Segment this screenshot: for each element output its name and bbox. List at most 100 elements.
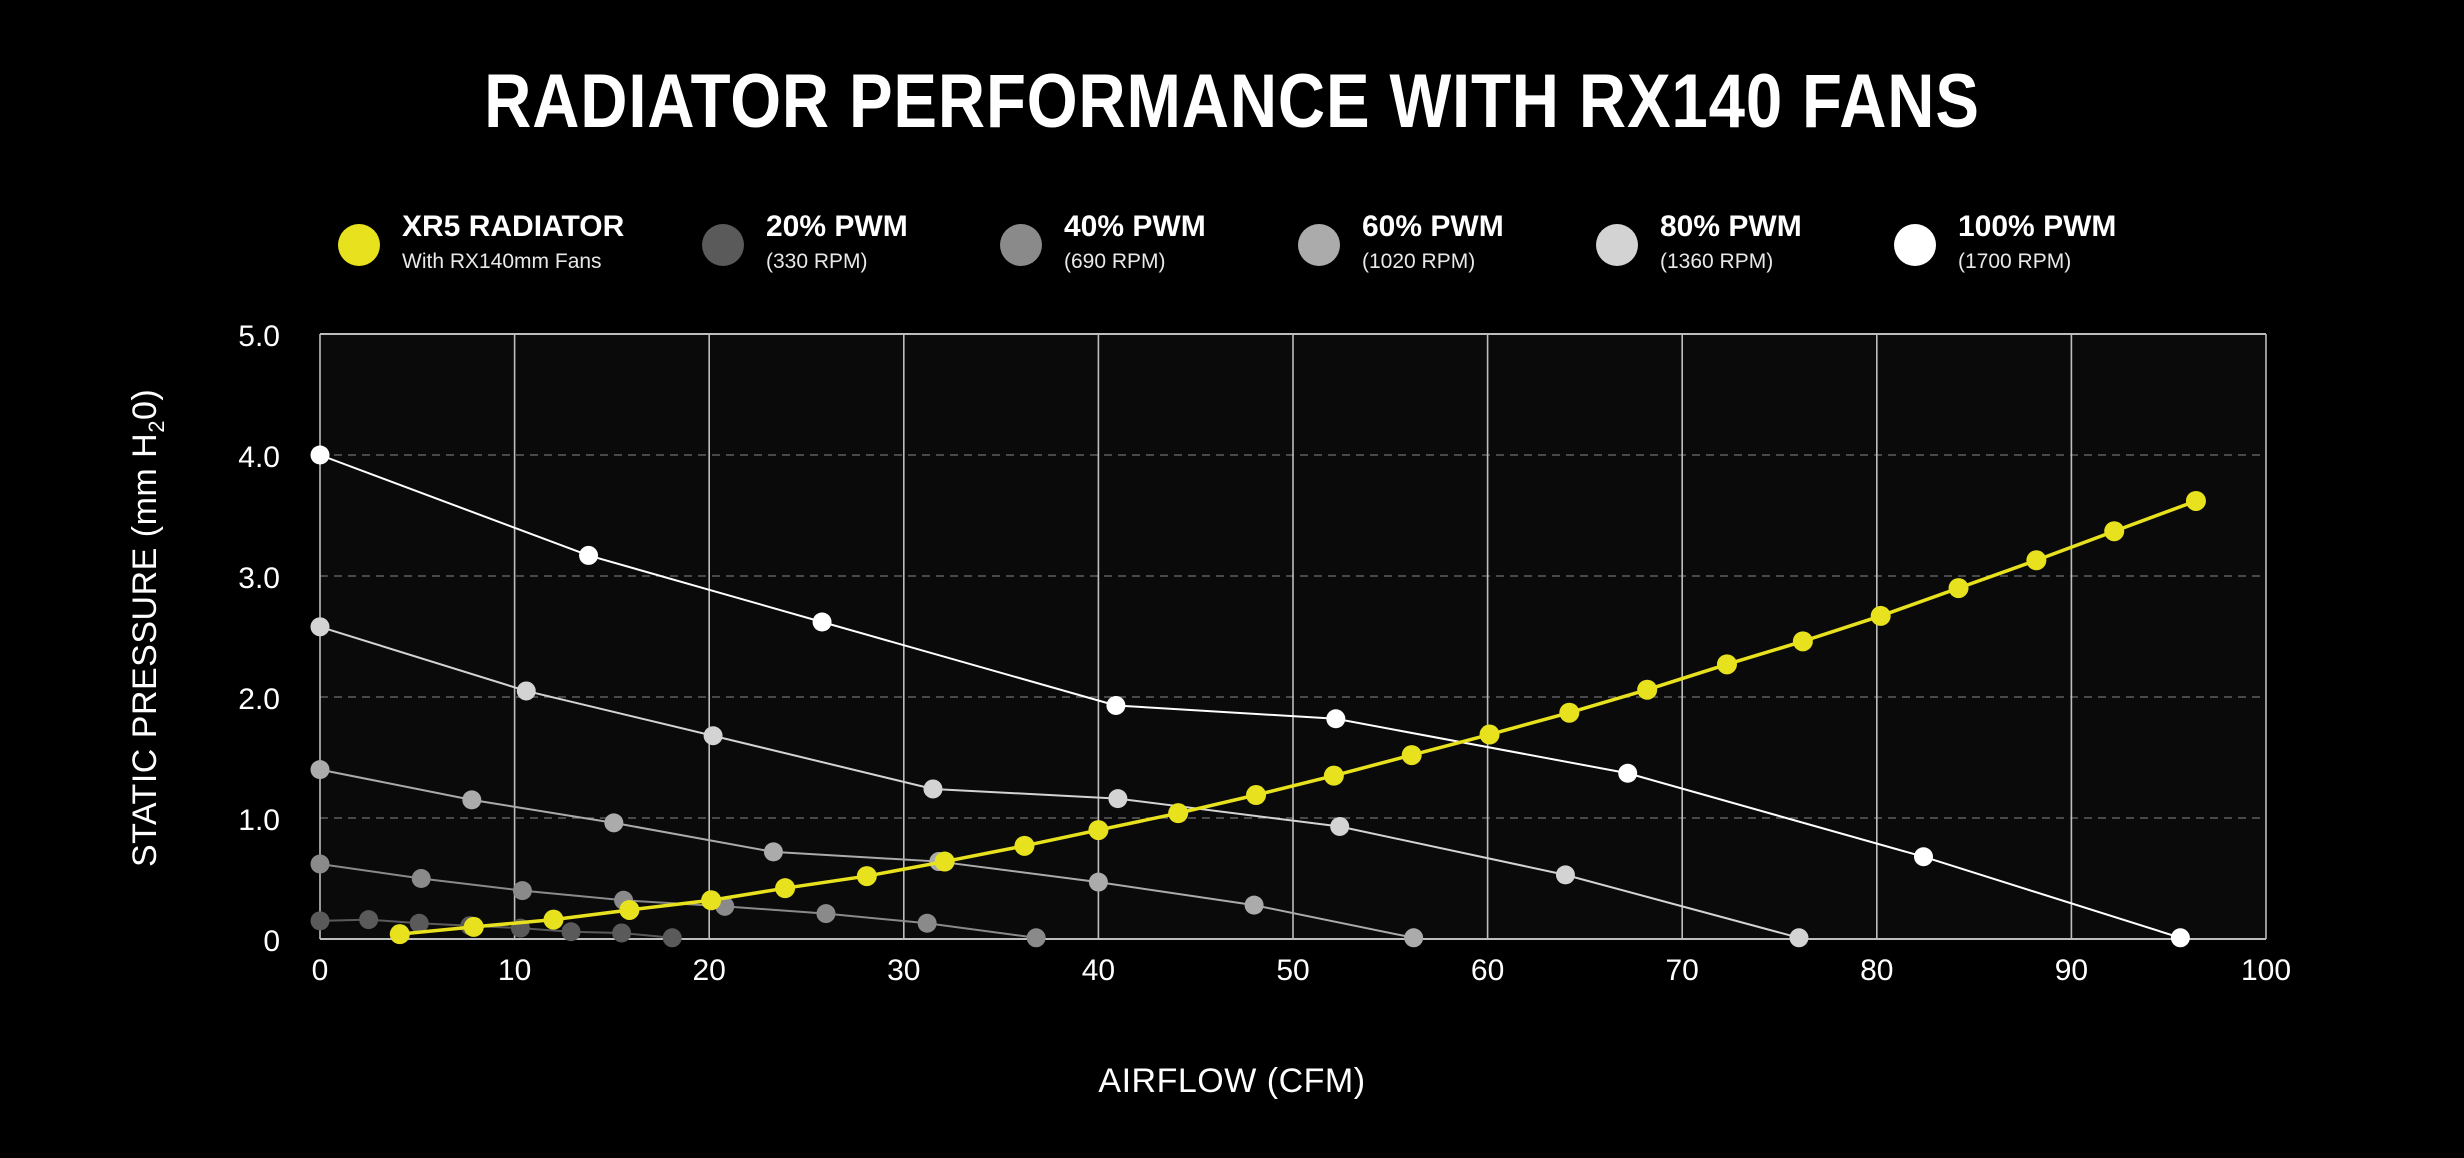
data-point [1479,724,1500,745]
data-point [1716,654,1737,675]
data-point [1618,763,1638,783]
data-point [2104,521,2125,542]
data-point [703,726,723,746]
legend-sublabel: (1360 RPM) [1660,250,1774,273]
x-tick-label: 100 [2241,954,2291,987]
data-point [1106,695,1126,715]
legend-swatch-40-pwm [1000,224,1042,266]
data-point [1168,803,1189,824]
x-tick-label: 10 [498,954,531,987]
x-tick-label: 30 [887,954,920,987]
data-point [816,904,836,924]
data-point [310,445,330,465]
legend-swatch-100-pwm [1894,224,1936,266]
y-tick-label: 0 [263,925,280,958]
data-point [512,881,532,901]
legend-sublabel: With RX140mm Fans [402,250,602,273]
data-point [463,916,484,937]
legend-swatch-20-pwm [702,224,744,266]
series-line [319,768,1414,939]
legend-swatch-60-pwm [1298,224,1340,266]
y-tick-label: 1.0 [238,804,280,837]
data-point [619,899,640,920]
data-point [1088,872,1108,892]
data-point [2026,550,2047,571]
data-point [775,878,796,899]
data-point [1014,835,1035,856]
x-tick-label: 90 [2055,954,2088,987]
tick-labels: 0 1.0 2.0 3.0 4.0 5.0 0 10 20 30 40 50 60 70 80 90 100 [238,320,2291,987]
data-point [1914,847,1934,867]
data-point [612,923,632,943]
legend-label: 20% PWM [766,210,908,243]
data-point [1330,816,1350,836]
data-point [1323,765,1344,786]
x-tick-label: 50 [1276,954,1309,987]
legend-label: 40% PWM [1064,210,1206,243]
data-point [579,545,599,565]
legend: XR5 RADIATOR With RX140mm Fans 20% PWM (… [0,210,2464,290]
grid [319,333,2267,940]
data-point [1026,928,1046,948]
data-point [1792,631,1813,652]
legend-label: XR5 RADIATOR [402,210,625,243]
data-point [812,612,832,632]
x-tick-label: 70 [1666,954,1699,987]
data-point [1637,679,1658,700]
data-point [763,842,783,862]
chart-title: RADIATOR PERFORMANCE WITH RX140 FANS [484,59,1980,144]
series-line [399,499,2197,936]
data-point [389,924,410,945]
data-point [1948,578,1969,599]
data-point [1326,709,1346,729]
data-point [604,813,624,833]
y-tick-label: 5.0 [238,320,280,353]
data-point [1244,895,1264,915]
y-tick-label: 2.0 [238,683,280,716]
data-point [561,922,581,942]
y-tick-label: 4.0 [238,441,280,474]
legend-swatch-80-pwm [1596,224,1638,266]
data-point [2185,490,2206,511]
data-point [662,928,682,948]
data-point [411,869,431,888]
data-point [310,617,330,637]
legend-label: 80% PWM [1660,210,1802,243]
data-point [516,681,536,701]
data-point [923,779,943,799]
series-80-pwm [310,617,1809,948]
data-point [917,913,937,933]
x-tick-label: 0 [312,954,329,987]
data-point [1789,928,1809,948]
data-point [1088,820,1109,841]
data-point [2170,928,2190,948]
data-point [310,854,330,874]
legend-sublabel: (1020 RPM) [1362,250,1476,273]
radiator-series [389,490,2206,945]
series-100-pwm [310,445,2190,948]
y-axis-label: STATIC PRESSURE (mm H20) [126,388,169,868]
data-point [359,910,379,930]
data-point [934,851,955,872]
series-line [319,625,1800,939]
series-xr5-radiator [389,490,2206,945]
legend-sublabel: (330 RPM) [766,250,868,273]
data-point [409,913,429,933]
data-point [1108,789,1128,809]
x-tick-label: 60 [1471,954,1504,987]
x-tick-label: 40 [1082,954,1115,987]
data-point [1559,702,1580,723]
data-point [1401,745,1422,766]
legend-sublabel: (690 RPM) [1064,250,1166,273]
legend-label: 100% PWM [1958,210,2117,243]
x-tick-label: 20 [693,954,726,987]
data-point [1870,605,1891,626]
data-point [1246,785,1267,806]
data-point [701,890,722,911]
legend-swatch-xr5-radiator [338,224,380,266]
data-point [462,790,482,810]
data-point [1555,865,1575,885]
x-axis-label: AIRFLOW (CFM) [1098,1062,1366,1100]
data-point [310,760,330,780]
